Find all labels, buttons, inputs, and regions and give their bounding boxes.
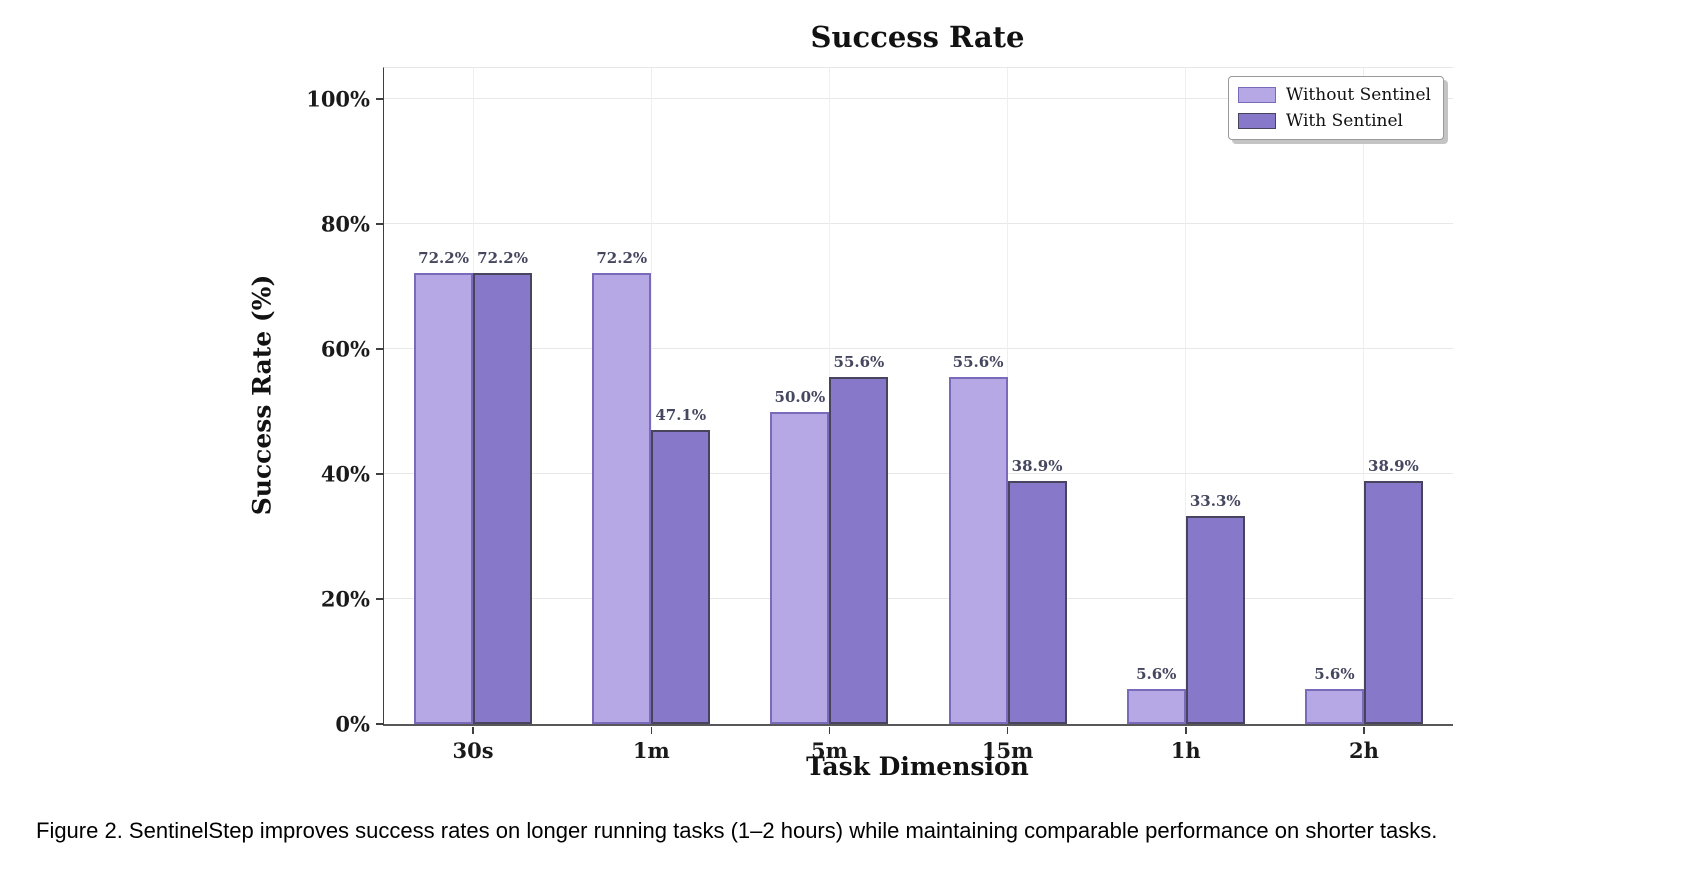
plot-area: Without Sentinel With Sentinel 0% 20% 40% 6… [306,67,1453,763]
bar-with-sentinel-30s [473,272,533,724]
bar-value-label: 72.2% [596,248,648,267]
x-tick-label: 1m [632,738,670,763]
y-gridline [384,473,1453,475]
bar-value-label: 55.6% [952,352,1004,371]
bar-value-label: 72.2% [418,248,469,267]
bar-with-sentinel-2h [1363,480,1423,724]
x-tick-mark [1006,726,1009,734]
figure-caption: Figure 2. SentinelStep improves success … [36,818,1438,843]
bar-without-sentinel-5m [770,411,830,724]
legend-label-without-sentinel: Without Sentinel [1285,85,1431,105]
legend-item-with-sentinel: With Sentinel [1237,111,1431,131]
bar-without-sentinel-1h [1126,689,1186,724]
legend-label-with-sentinel: With Sentinel [1285,111,1403,131]
x-tick-label: 1h [1170,738,1201,763]
legend-swatch-with-sentinel [1237,113,1276,129]
chart-title: Success Rate [810,20,1025,54]
x-gridline [1007,68,1009,724]
x-tick-mark [650,726,652,734]
y-gridline [384,98,1453,100]
y-tick-mark [376,98,384,100]
x-tick-mark [472,726,474,734]
legend: Without Sentinel With Sentinel [1227,76,1444,140]
y-tick-label: 20% [320,586,370,612]
bar-without-sentinel-2h [1304,689,1364,724]
x-gridline [650,68,652,724]
bar-value-label: 50.0% [774,387,826,406]
bar-without-sentinel-30s [414,272,474,724]
y-tick-mark [376,598,384,600]
x-tick-mark [1185,726,1187,734]
legend-swatch-without-sentinel [1237,87,1276,103]
bar-with-sentinel-1h [1185,515,1245,724]
y-axis-title: Success Rate (%) [247,274,277,516]
y-gridline [384,598,1453,600]
x-gridline [1363,68,1365,724]
x-tick-label: 5m [810,738,848,763]
bar-value-label: 55.6% [833,352,885,371]
x-tick-label: 30s [452,738,494,763]
bar-without-sentinel-1m [592,272,652,724]
bar-value-label: 33.3% [1189,491,1241,510]
x-tick-mark [828,726,831,734]
bar-with-sentinel-1m [651,429,711,724]
y-tick-label: 60% [320,336,370,362]
bar-value-label: 5.6% [1136,665,1177,684]
y-tick-mark [376,473,384,475]
bar-with-sentinel-5m [829,376,889,724]
x-tick-label: 2h [1348,738,1379,763]
y-tick-mark [376,223,384,225]
x-tick-label: 15m [981,738,1034,763]
y-tick-mark [376,348,384,350]
y-tick-label: 80% [320,211,370,237]
bar-value-label: 47.1% [655,405,707,424]
y-gridline [384,223,1453,225]
bar-without-sentinel-15m [948,376,1008,724]
y-tick-label: 0% [335,711,370,737]
y-tick-label: 40% [320,461,370,487]
y-tick-label: 100% [306,86,370,112]
x-tick-mark [1363,726,1365,734]
bar-value-label: 38.9% [1368,456,1419,475]
x-axis-title: Task Dimension [806,752,1029,781]
bar-value-label: 38.9% [1011,456,1063,475]
bar-value-label: 5.6% [1314,665,1355,684]
legend-item-without-sentinel: Without Sentinel [1237,85,1431,105]
bar-value-label: 72.2% [477,248,528,267]
bar-with-sentinel-15m [1007,480,1067,724]
x-gridline [1185,68,1187,724]
y-tick-mark [376,723,384,725]
y-gridline [384,348,1453,350]
